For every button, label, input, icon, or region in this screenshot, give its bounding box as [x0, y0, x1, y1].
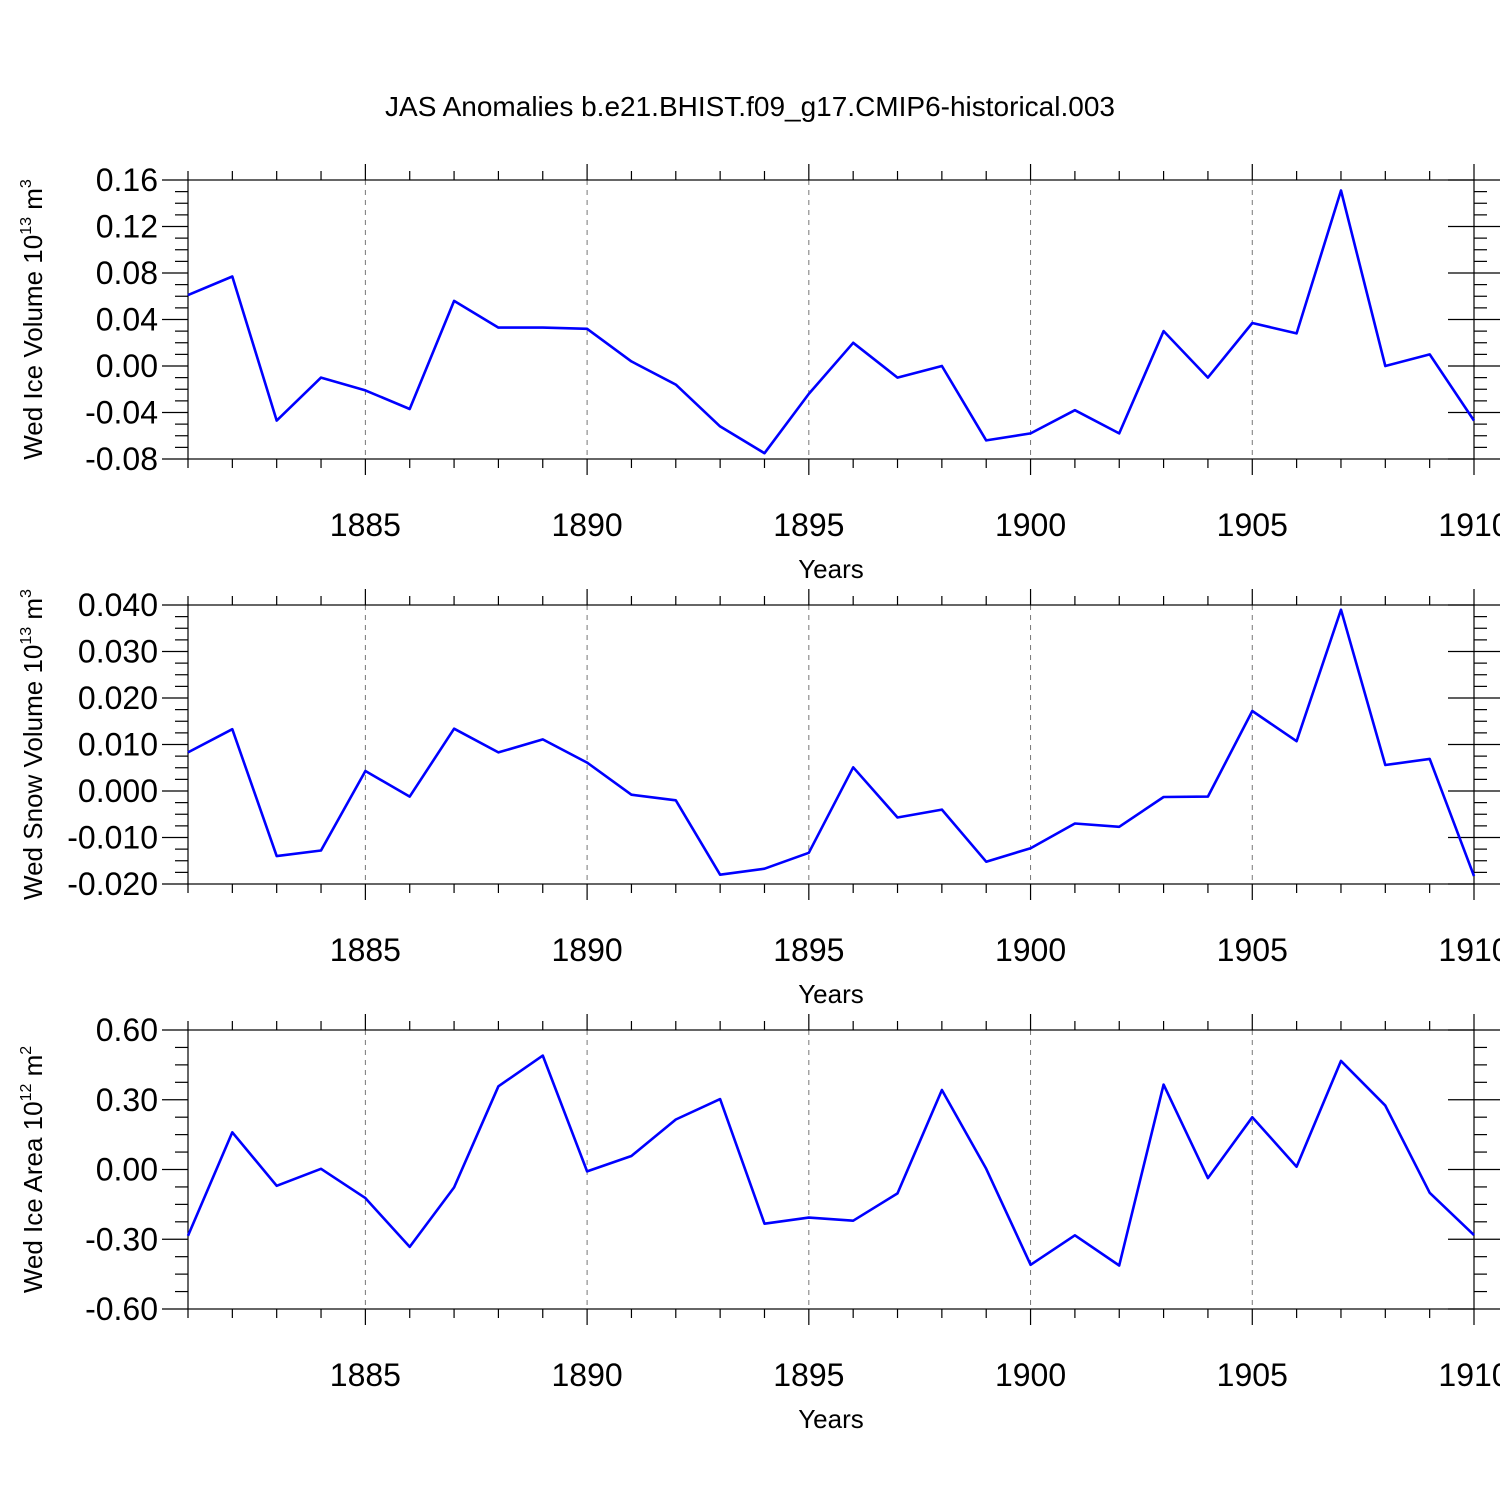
chart-title: JAS Anomalies b.e21.BHIST.f09_g17.CMIP6-… — [385, 91, 1115, 122]
y-tick-label: 0.010 — [78, 727, 158, 763]
y-axis-label: Wed Snow Volume 1013 m3 — [18, 589, 48, 900]
x-tick-label: 1895 — [773, 932, 844, 968]
series-line — [187, 608, 1476, 877]
y-tick-label: 0.60 — [96, 1012, 158, 1048]
x-tick-label: 1885 — [330, 1357, 401, 1393]
chart-panel-1: 0.16 0.12 0.08 0.04 0.00 -0.04 -0.08 1885 1890 18… — [18, 162, 1500, 584]
y-tick-label: 0.00 — [96, 348, 158, 384]
series-line — [186, 1054, 1475, 1267]
y-tick-label: -0.08 — [85, 441, 158, 477]
y-axis-label: Wed Ice Area 1012 m2 — [18, 1046, 48, 1293]
x-tick-label: 1890 — [552, 932, 623, 968]
x-tick-label: 1890 — [552, 507, 623, 543]
x-tick-label: 1905 — [1217, 1357, 1288, 1393]
y-tick-label: -0.04 — [85, 395, 158, 431]
y-tick-label: 0.020 — [78, 680, 158, 716]
x-tick-label: 1885 — [330, 932, 401, 968]
y-tick-label: 0.040 — [78, 587, 158, 623]
x-tick-label: 1910 — [1438, 1357, 1500, 1393]
x-tick-label: 1905 — [1217, 932, 1288, 968]
plot-frame — [187, 179, 1475, 460]
series-line — [187, 189, 1476, 455]
x-tick-label: 1900 — [995, 507, 1066, 543]
y-tick-label: -0.30 — [85, 1221, 158, 1257]
y-tick-label: 0.08 — [96, 255, 158, 291]
y-tick-label: 0.30 — [96, 1082, 158, 1118]
y-tick-label: 0.00 — [96, 1152, 158, 1188]
y-tick-label: 0.16 — [96, 162, 158, 198]
chart-panel-2: 0.040 0.030 0.020 0.010 0.000 -0.010 -0.020 188… — [18, 587, 1500, 1009]
x-tick-label: 1910 — [1438, 507, 1500, 543]
y-tick-label: 0.000 — [78, 773, 158, 809]
x-axis-label: Years — [798, 554, 864, 584]
plot-frame — [187, 604, 1475, 885]
panels: 0.16 0.12 0.08 0.04 0.00 -0.04 -0.08 1885 1890 18… — [18, 162, 1500, 1434]
x-tick-label: 1910 — [1438, 932, 1500, 968]
y-axis-label: Wed Ice Volume 1013 m3 — [18, 179, 48, 460]
x-tick-label: 1905 — [1217, 507, 1288, 543]
x-tick-label: 1895 — [773, 1357, 844, 1393]
x-tick-label: 1900 — [995, 932, 1066, 968]
y-tick-label: -0.60 — [85, 1291, 158, 1327]
y-tick-label: -0.020 — [67, 866, 158, 902]
x-tick-label: 1885 — [330, 507, 401, 543]
x-axis-label: Years — [798, 1404, 864, 1434]
y-tick-label: 0.030 — [78, 634, 158, 670]
x-tick-label: 1895 — [773, 507, 844, 543]
x-axis-label: Years — [798, 979, 864, 1009]
x-tick-label: 1900 — [995, 1357, 1066, 1393]
x-tick-label: 1890 — [552, 1357, 623, 1393]
y-tick-label: 0.12 — [96, 209, 158, 245]
chart-panel-3: 0.60 0.30 0.00 -0.30 -0.60 1885 1890 1895 1900 19… — [18, 1012, 1500, 1434]
plot-frame — [187, 1029, 1475, 1310]
y-tick-label: 0.04 — [96, 302, 158, 338]
y-tick-label: -0.010 — [67, 820, 158, 856]
